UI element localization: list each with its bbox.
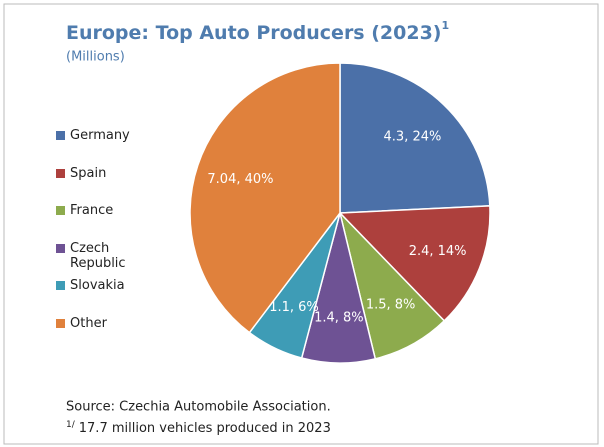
legend-swatch <box>56 168 65 178</box>
legend-item: Germany <box>56 128 136 166</box>
legend-label: Spain <box>70 165 107 181</box>
chart-subtitle: (Millions) <box>66 50 125 65</box>
legend: Germany Spain France Czech Republic Slovakia… <box>56 128 136 353</box>
legend-item: France <box>56 203 136 241</box>
data-label: 4.3, 24% <box>384 130 442 145</box>
title-text: Europe: Top Auto Producers (2023) <box>66 22 441 44</box>
footnote-marker: 1/ <box>66 420 76 430</box>
pie-slice <box>339 62 491 214</box>
source: Source: Czechia Automobile Association. <box>66 400 331 415</box>
legend-label: Other <box>70 315 107 331</box>
footnote: 1/17.7 million vehicles produced in 2023 <box>66 420 331 436</box>
legend-swatch <box>56 243 65 253</box>
legend-swatch <box>56 206 65 215</box>
chart-title: Europe: Top Auto Producers (2023)1 <box>66 19 449 44</box>
legend-item: Other <box>56 316 136 354</box>
legend-item: Spain <box>56 166 136 204</box>
legend-swatch <box>56 281 65 290</box>
legend-label: France <box>70 203 114 218</box>
title-superscript: 1 <box>441 19 449 32</box>
legend-item: Czech Republic <box>56 241 136 279</box>
data-label: 1.1, 6% <box>269 300 319 315</box>
data-label: 1.4, 8% <box>314 310 364 325</box>
pie-slice <box>338 205 491 322</box>
pie-slice <box>189 62 341 334</box>
legend-label: Slovakia <box>70 278 125 293</box>
legend-label: Germany <box>70 128 130 143</box>
legend-item: Slovakia <box>56 278 136 316</box>
data-label: 7.04, 40% <box>207 172 273 187</box>
data-label: 2.4, 14% <box>409 244 467 259</box>
legend-label: Czech Republic <box>70 240 126 271</box>
data-label: 1.5, 8% <box>366 297 416 312</box>
footnote-text: 17.7 million vehicles produced in 2023 <box>79 421 331 436</box>
legend-swatch <box>56 318 65 328</box>
legend-swatch <box>56 131 65 140</box>
